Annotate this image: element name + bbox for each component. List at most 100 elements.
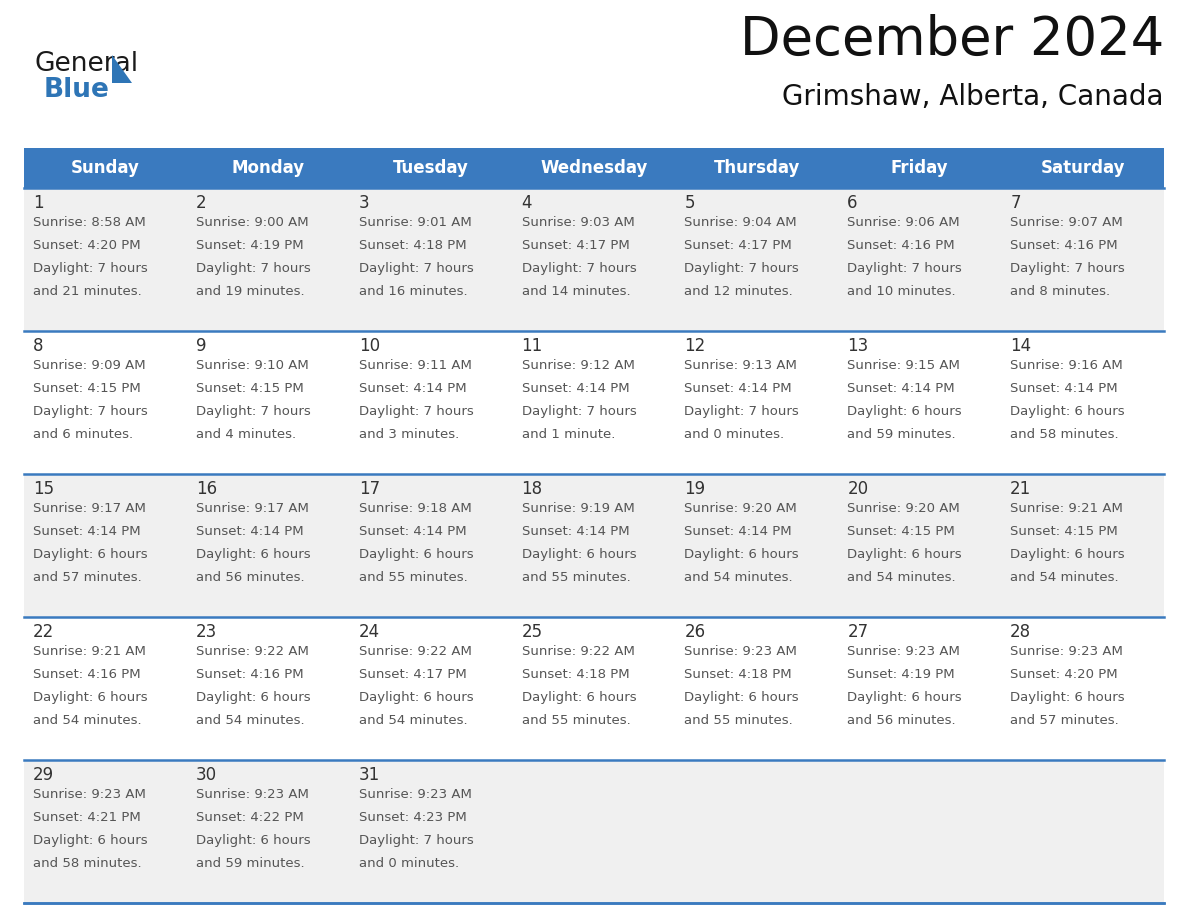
Text: Sunset: 4:14 PM: Sunset: 4:14 PM bbox=[1010, 382, 1118, 395]
Text: Blue: Blue bbox=[44, 77, 109, 103]
Text: Sunrise: 8:58 AM: Sunrise: 8:58 AM bbox=[33, 216, 146, 229]
Text: Sunset: 4:14 PM: Sunset: 4:14 PM bbox=[847, 382, 955, 395]
Text: Sunset: 4:18 PM: Sunset: 4:18 PM bbox=[684, 668, 792, 681]
Text: Daylight: 7 hours: Daylight: 7 hours bbox=[33, 263, 147, 275]
Text: Sunset: 4:15 PM: Sunset: 4:15 PM bbox=[196, 382, 304, 395]
Text: Sunrise: 9:12 AM: Sunrise: 9:12 AM bbox=[522, 359, 634, 372]
Bar bbox=[24, 617, 1164, 760]
Text: and 56 minutes.: and 56 minutes. bbox=[847, 714, 956, 727]
Text: Sunset: 4:16 PM: Sunset: 4:16 PM bbox=[33, 668, 140, 681]
Text: Sunday: Sunday bbox=[71, 159, 140, 177]
Text: Daylight: 6 hours: Daylight: 6 hours bbox=[1010, 548, 1125, 561]
Text: December 2024: December 2024 bbox=[740, 14, 1164, 66]
Text: Daylight: 7 hours: Daylight: 7 hours bbox=[684, 405, 800, 418]
Text: and 57 minutes.: and 57 minutes. bbox=[1010, 714, 1119, 727]
Text: and 58 minutes.: and 58 minutes. bbox=[33, 857, 141, 870]
Text: Sunrise: 9:22 AM: Sunrise: 9:22 AM bbox=[522, 645, 634, 658]
Text: 9: 9 bbox=[196, 337, 207, 355]
Text: Daylight: 7 hours: Daylight: 7 hours bbox=[847, 263, 962, 275]
Text: Sunset: 4:22 PM: Sunset: 4:22 PM bbox=[196, 812, 304, 824]
Text: 29: 29 bbox=[33, 766, 55, 784]
Text: Sunset: 4:18 PM: Sunset: 4:18 PM bbox=[359, 239, 467, 252]
Bar bbox=[24, 148, 1164, 188]
Text: Daylight: 6 hours: Daylight: 6 hours bbox=[196, 548, 310, 561]
Text: 6: 6 bbox=[847, 194, 858, 212]
Text: Daylight: 6 hours: Daylight: 6 hours bbox=[33, 834, 147, 847]
Text: Sunrise: 9:21 AM: Sunrise: 9:21 AM bbox=[1010, 502, 1123, 515]
Text: and 55 minutes.: and 55 minutes. bbox=[359, 571, 467, 584]
Text: 12: 12 bbox=[684, 337, 706, 355]
Text: and 54 minutes.: and 54 minutes. bbox=[684, 571, 794, 584]
Text: and 4 minutes.: and 4 minutes. bbox=[196, 428, 296, 442]
Text: and 55 minutes.: and 55 minutes. bbox=[522, 714, 631, 727]
Text: Daylight: 7 hours: Daylight: 7 hours bbox=[522, 263, 637, 275]
Text: Sunrise: 9:13 AM: Sunrise: 9:13 AM bbox=[684, 359, 797, 372]
Text: Daylight: 6 hours: Daylight: 6 hours bbox=[847, 548, 962, 561]
Text: 25: 25 bbox=[522, 623, 543, 641]
Text: and 6 minutes.: and 6 minutes. bbox=[33, 428, 133, 442]
Text: Sunrise: 9:19 AM: Sunrise: 9:19 AM bbox=[522, 502, 634, 515]
Bar bbox=[24, 331, 1164, 474]
Text: 13: 13 bbox=[847, 337, 868, 355]
Text: 15: 15 bbox=[33, 480, 55, 498]
Text: 22: 22 bbox=[33, 623, 55, 641]
Text: 3: 3 bbox=[359, 194, 369, 212]
Text: Daylight: 6 hours: Daylight: 6 hours bbox=[359, 691, 473, 704]
Text: 21: 21 bbox=[1010, 480, 1031, 498]
Text: Daylight: 6 hours: Daylight: 6 hours bbox=[847, 691, 962, 704]
Text: Daylight: 7 hours: Daylight: 7 hours bbox=[196, 263, 310, 275]
Text: 2: 2 bbox=[196, 194, 207, 212]
Text: Daylight: 7 hours: Daylight: 7 hours bbox=[359, 834, 474, 847]
Text: Sunset: 4:17 PM: Sunset: 4:17 PM bbox=[359, 668, 467, 681]
Text: Sunrise: 9:17 AM: Sunrise: 9:17 AM bbox=[33, 502, 146, 515]
Text: Sunrise: 9:21 AM: Sunrise: 9:21 AM bbox=[33, 645, 146, 658]
Text: and 0 minutes.: and 0 minutes. bbox=[684, 428, 784, 442]
Text: 20: 20 bbox=[847, 480, 868, 498]
Text: Sunrise: 9:23 AM: Sunrise: 9:23 AM bbox=[196, 788, 309, 801]
Text: 27: 27 bbox=[847, 623, 868, 641]
Text: and 19 minutes.: and 19 minutes. bbox=[196, 285, 304, 298]
Text: and 59 minutes.: and 59 minutes. bbox=[847, 428, 956, 442]
Text: and 57 minutes.: and 57 minutes. bbox=[33, 571, 141, 584]
Text: and 54 minutes.: and 54 minutes. bbox=[1010, 571, 1119, 584]
Text: Sunrise: 9:18 AM: Sunrise: 9:18 AM bbox=[359, 502, 472, 515]
Text: and 14 minutes.: and 14 minutes. bbox=[522, 285, 630, 298]
Text: Sunrise: 9:00 AM: Sunrise: 9:00 AM bbox=[196, 216, 309, 229]
Text: Sunrise: 9:10 AM: Sunrise: 9:10 AM bbox=[196, 359, 309, 372]
Text: Daylight: 6 hours: Daylight: 6 hours bbox=[33, 548, 147, 561]
Text: Sunset: 4:14 PM: Sunset: 4:14 PM bbox=[684, 382, 792, 395]
Text: 11: 11 bbox=[522, 337, 543, 355]
Text: 18: 18 bbox=[522, 480, 543, 498]
Text: Sunrise: 9:11 AM: Sunrise: 9:11 AM bbox=[359, 359, 472, 372]
Text: Daylight: 6 hours: Daylight: 6 hours bbox=[684, 691, 800, 704]
Text: Sunset: 4:19 PM: Sunset: 4:19 PM bbox=[847, 668, 955, 681]
Text: Daylight: 7 hours: Daylight: 7 hours bbox=[196, 405, 310, 418]
Text: Daylight: 6 hours: Daylight: 6 hours bbox=[522, 548, 637, 561]
Text: and 54 minutes.: and 54 minutes. bbox=[196, 714, 304, 727]
Text: and 10 minutes.: and 10 minutes. bbox=[847, 285, 956, 298]
Text: Sunrise: 9:23 AM: Sunrise: 9:23 AM bbox=[1010, 645, 1123, 658]
Text: Daylight: 6 hours: Daylight: 6 hours bbox=[847, 405, 962, 418]
Text: Monday: Monday bbox=[232, 159, 305, 177]
Text: Sunrise: 9:22 AM: Sunrise: 9:22 AM bbox=[359, 645, 472, 658]
Text: Sunset: 4:23 PM: Sunset: 4:23 PM bbox=[359, 812, 467, 824]
Text: Daylight: 6 hours: Daylight: 6 hours bbox=[522, 691, 637, 704]
Text: and 54 minutes.: and 54 minutes. bbox=[33, 714, 141, 727]
Text: Sunset: 4:20 PM: Sunset: 4:20 PM bbox=[1010, 668, 1118, 681]
Text: Saturday: Saturday bbox=[1041, 159, 1125, 177]
Text: and 58 minutes.: and 58 minutes. bbox=[1010, 428, 1119, 442]
Text: Sunrise: 9:20 AM: Sunrise: 9:20 AM bbox=[847, 502, 960, 515]
Text: Sunset: 4:14 PM: Sunset: 4:14 PM bbox=[522, 382, 630, 395]
Text: Sunset: 4:14 PM: Sunset: 4:14 PM bbox=[359, 382, 467, 395]
Text: 8: 8 bbox=[33, 337, 44, 355]
Text: Sunset: 4:14 PM: Sunset: 4:14 PM bbox=[684, 525, 792, 538]
Text: Sunset: 4:14 PM: Sunset: 4:14 PM bbox=[359, 525, 467, 538]
Text: Sunrise: 9:23 AM: Sunrise: 9:23 AM bbox=[33, 788, 146, 801]
Text: and 59 minutes.: and 59 minutes. bbox=[196, 857, 304, 870]
Text: Sunset: 4:16 PM: Sunset: 4:16 PM bbox=[1010, 239, 1118, 252]
Text: Sunrise: 9:15 AM: Sunrise: 9:15 AM bbox=[847, 359, 960, 372]
Text: Sunrise: 9:04 AM: Sunrise: 9:04 AM bbox=[684, 216, 797, 229]
Text: Sunset: 4:15 PM: Sunset: 4:15 PM bbox=[33, 382, 140, 395]
Text: 24: 24 bbox=[359, 623, 380, 641]
Text: and 55 minutes.: and 55 minutes. bbox=[522, 571, 631, 584]
